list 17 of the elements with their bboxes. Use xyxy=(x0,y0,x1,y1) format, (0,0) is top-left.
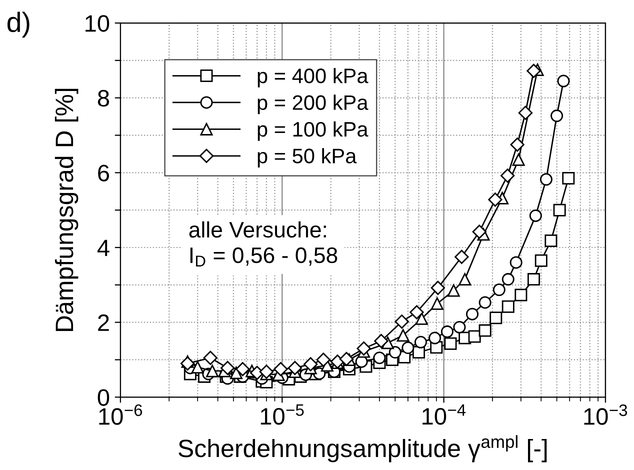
x-tick-label: 10$^{−3}$ xyxy=(584,404,628,425)
y-tick-label: 0 xyxy=(98,389,110,406)
x-axis-title: Scherdehnungsamplitude γ$^{ampl}$ [-] xyxy=(178,435,547,462)
y-tick-label: 6 xyxy=(98,164,110,182)
legend-label: p = 50 kPa xyxy=(258,148,357,168)
y-axis-title: Dämpfungsgrad D [%] xyxy=(54,88,78,332)
annotation: alle Versuche: I$_{D}$ = 0,56 - 0,58 xyxy=(189,221,338,266)
y-tick-label: 10 xyxy=(86,15,110,32)
y-tick-label: 2 xyxy=(98,314,109,331)
x-tick-label: 10$^{−4}$ xyxy=(422,404,466,425)
legend-label: p = 100 kPa xyxy=(258,121,368,141)
y-tick-label: 8 xyxy=(98,90,110,107)
y-tick-label: 4 xyxy=(97,240,110,256)
legend-label: p = 400 kPa xyxy=(258,68,368,88)
legend-label: p = 200 kPa xyxy=(258,94,368,114)
x-tick-label: 10$^{−5}$ xyxy=(260,404,304,425)
text: d) xyxy=(8,12,30,38)
